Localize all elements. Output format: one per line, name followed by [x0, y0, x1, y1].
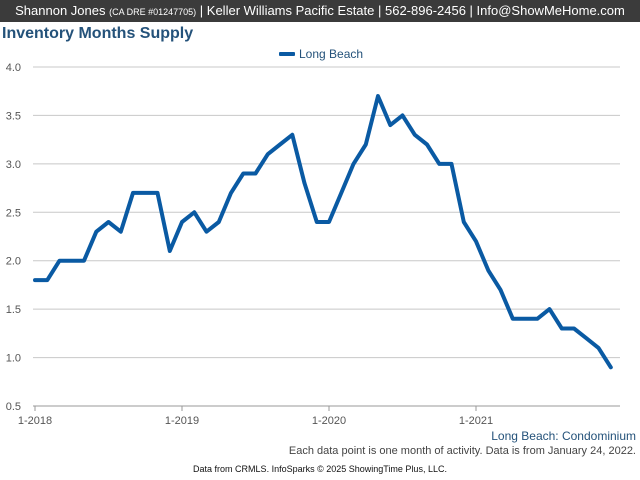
data-point[interactable]: [216, 219, 221, 224]
data-point[interactable]: [388, 123, 393, 128]
chart-title: Inventory Months Supply: [2, 25, 194, 42]
x-tick-label: 1-2019: [165, 415, 199, 427]
data-point[interactable]: [608, 365, 613, 370]
chart-legend[interactable]: Long Beach: [279, 46, 363, 62]
data-point[interactable]: [82, 258, 87, 263]
data-point[interactable]: [106, 219, 111, 224]
agent-name: Shannon Jones: [15, 3, 106, 18]
series-line-long-beach[interactable]: [33, 94, 613, 370]
data-point[interactable]: [69, 258, 74, 263]
data-point[interactable]: [290, 132, 295, 137]
y-axis-ticks: 4.0 3.5 3.0 2.5 2.0 1.5 1.0 0.5: [6, 62, 21, 413]
x-tick-label: 1-2020: [312, 415, 346, 427]
data-point[interactable]: [437, 161, 442, 166]
data-point[interactable]: [559, 326, 564, 331]
data-point[interactable]: [155, 190, 160, 195]
data-footnote: Each data point is one month of activity…: [288, 445, 636, 457]
data-point[interactable]: [302, 181, 307, 186]
legend-label: Long Beach: [299, 47, 364, 61]
data-point[interactable]: [314, 219, 319, 224]
data-point[interactable]: [425, 142, 430, 147]
data-point[interactable]: [180, 219, 185, 224]
y-tick-label: 3.5: [6, 110, 21, 122]
y-tick-label: 2.0: [6, 256, 21, 268]
data-point[interactable]: [584, 336, 589, 341]
data-point[interactable]: [363, 142, 368, 147]
x-axis: 1-2018 1-2019 1-2020 1-2021: [18, 406, 493, 427]
data-point[interactable]: [474, 239, 479, 244]
x-tick-label: 1-2018: [18, 415, 52, 427]
data-point[interactable]: [547, 307, 552, 312]
company-contact: | Keller Williams Pacific Estate | 562-8…: [199, 3, 625, 18]
data-point[interactable]: [278, 142, 283, 147]
y-tick-label: 4.0: [6, 62, 21, 74]
legend-swatch: [279, 52, 295, 56]
data-point[interactable]: [118, 229, 123, 234]
series-caption: Long Beach: Condominium: [491, 429, 636, 443]
data-point[interactable]: [523, 316, 528, 321]
data-point[interactable]: [33, 278, 38, 283]
data-point[interactable]: [131, 190, 136, 195]
data-point[interactable]: [461, 219, 466, 224]
data-point[interactable]: [339, 190, 344, 195]
y-tick-label: 2.5: [6, 207, 21, 219]
data-point[interactable]: [596, 345, 601, 350]
data-point[interactable]: [376, 94, 381, 99]
data-point[interactable]: [229, 190, 234, 195]
data-point[interactable]: [572, 326, 577, 331]
data-point[interactable]: [94, 229, 99, 234]
data-point[interactable]: [486, 268, 491, 273]
data-point[interactable]: [241, 171, 246, 176]
header-bar: Shannon Jones (CA DRE #01247705) | Kelle…: [0, 0, 640, 22]
data-point[interactable]: [535, 316, 540, 321]
data-point[interactable]: [167, 249, 172, 254]
y-tick-label: 1.5: [6, 304, 21, 316]
data-point[interactable]: [412, 132, 417, 137]
y-tick-label: 0.5: [6, 401, 21, 413]
license-number: (CA DRE #01247705): [109, 7, 197, 17]
y-tick-label: 1.0: [6, 353, 21, 365]
series-lines: [33, 94, 613, 370]
x-tick-label: 1-2021: [459, 415, 493, 427]
data-point[interactable]: [498, 287, 503, 292]
data-credit: Data from CRMLS. InfoSparks © 2025 Showi…: [193, 464, 447, 474]
data-point[interactable]: [351, 161, 356, 166]
data-point[interactable]: [327, 219, 332, 224]
data-point[interactable]: [400, 113, 405, 118]
data-point[interactable]: [192, 210, 197, 215]
data-point[interactable]: [449, 161, 454, 166]
gridlines: [33, 66, 620, 407]
data-point[interactable]: [510, 316, 515, 321]
data-point[interactable]: [204, 229, 209, 234]
data-point[interactable]: [143, 190, 148, 195]
data-point[interactable]: [57, 258, 62, 263]
data-point[interactable]: [253, 171, 258, 176]
y-tick-label: 3.0: [6, 159, 21, 171]
data-point[interactable]: [265, 152, 270, 157]
data-point[interactable]: [45, 278, 50, 283]
